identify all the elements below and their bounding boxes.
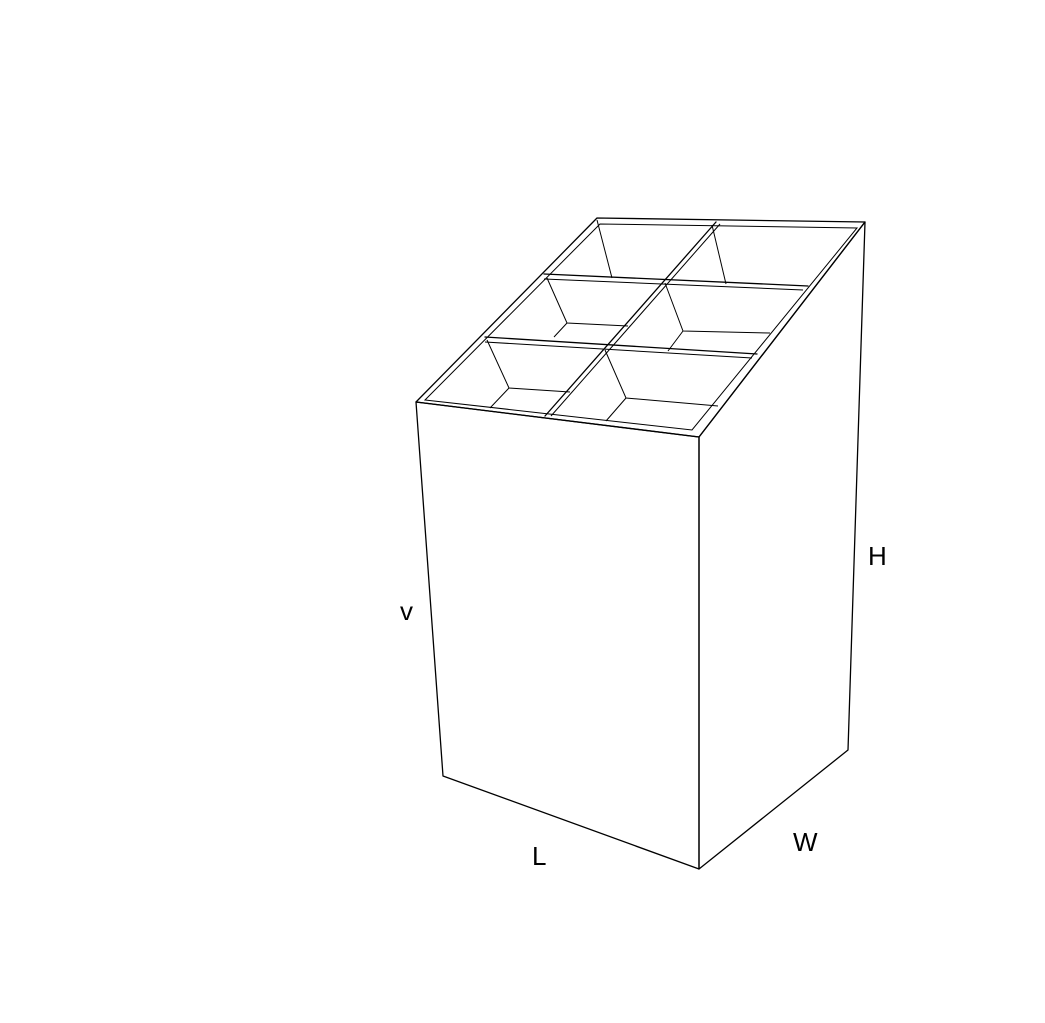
column-divider	[544, 221, 717, 417]
box-body	[415, 221, 866, 870]
compartment-mid-left	[546, 277, 629, 327]
top-rim	[415, 217, 866, 438]
label-length: L	[532, 841, 546, 871]
compartment-front-floor-r	[605, 397, 627, 422]
compartment-floors	[486, 219, 771, 422]
compartment-mid-right	[664, 282, 771, 334]
row-divider-1b	[543, 278, 804, 291]
front-face	[415, 401, 700, 870]
compartment-mid-floor-r	[667, 330, 684, 352]
dividers	[484, 221, 809, 417]
dimension-labels: v H L W	[400, 541, 887, 871]
compartment-back-left	[596, 219, 613, 279]
row-divider-1	[543, 273, 809, 287]
compartment-back-right	[711, 224, 727, 285]
rim-inner	[423, 223, 859, 431]
compartment-mid-floor	[553, 322, 568, 338]
row-divider-2b	[484, 341, 753, 359]
label-width: W	[793, 827, 818, 857]
label-front-height: v	[400, 596, 413, 626]
compartment-front-left	[486, 339, 571, 393]
compartment-front-right	[604, 349, 719, 407]
row-divider-2	[484, 336, 758, 355]
rim-outer	[415, 217, 866, 438]
compartment-front-floor	[489, 387, 510, 409]
label-height: H	[868, 541, 887, 571]
column-divider-b	[550, 223, 721, 417]
